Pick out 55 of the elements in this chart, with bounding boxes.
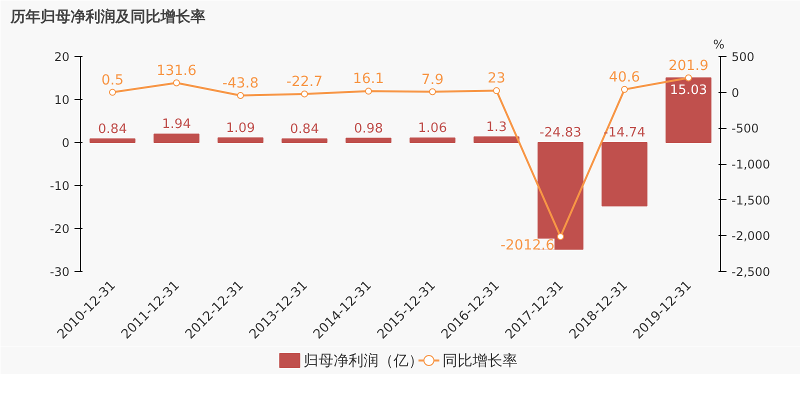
data-label: -22.7 [286, 74, 323, 90]
y2-tick-label: -500 [732, 122, 759, 136]
data-label: 131.6 [156, 62, 197, 79]
data-label: -24.83 [540, 126, 582, 140]
y2-axis-title: % [713, 38, 725, 52]
legend-label: 归母净利润（亿） [303, 352, 424, 370]
data-label: 0.98 [354, 121, 383, 136]
bar [602, 142, 648, 206]
data-label: 1.06 [418, 120, 447, 136]
bar [90, 138, 136, 143]
point [301, 90, 308, 98]
data-label: 1.09 [226, 120, 255, 136]
y-tick-label: 10 [54, 93, 70, 107]
point [621, 86, 628, 93]
legend-label: 同比增长率 [442, 352, 518, 370]
data-label: 0.84 [98, 122, 127, 137]
point [685, 74, 692, 82]
point [557, 233, 564, 240]
point [429, 88, 436, 96]
data-label: 201.9 [668, 58, 709, 74]
y2-tick-label: 0 [732, 86, 740, 100]
y-tick-label: -10 [50, 179, 70, 193]
data-label: 1.3 [486, 120, 507, 135]
data-label: 0.84 [290, 122, 319, 137]
data-label: 0.5 [101, 72, 124, 88]
point [365, 88, 372, 95]
bar [282, 138, 328, 143]
y-tick-label: -30 [50, 265, 70, 279]
y2-tick-label: -1,000 [732, 158, 770, 172]
bar [474, 136, 520, 143]
bar [410, 137, 456, 143]
bar [154, 134, 200, 143]
point [109, 88, 116, 96]
y2-tick-label: -2,000 [732, 229, 770, 244]
data-label: 7.9 [421, 72, 444, 88]
y-tick-label: 20 [54, 50, 70, 64]
y2-tick-label: -2,500 [732, 265, 770, 279]
data-label: -43.8 [222, 75, 259, 92]
y2-tick-label: -1,500 [732, 193, 770, 208]
y-tick-label: 0 [62, 136, 70, 150]
y2-tick-label: 500 [732, 50, 754, 64]
y-tick-label: -20 [50, 222, 70, 236]
data-label: 16.1 [352, 71, 384, 88]
point [493, 87, 500, 94]
point [173, 79, 180, 86]
bar [218, 137, 264, 143]
bar [346, 138, 392, 143]
data-label: 40.6 [608, 69, 640, 86]
data-label: 23 [488, 70, 506, 87]
point [237, 92, 244, 99]
data-label: 1.94 [162, 117, 191, 132]
bar [666, 77, 712, 143]
data-label: 15.03 [670, 82, 708, 98]
data-label: -2012.6 [500, 238, 555, 254]
chart-title: 历年归母净利润及同比增长率 [10, 8, 206, 26]
